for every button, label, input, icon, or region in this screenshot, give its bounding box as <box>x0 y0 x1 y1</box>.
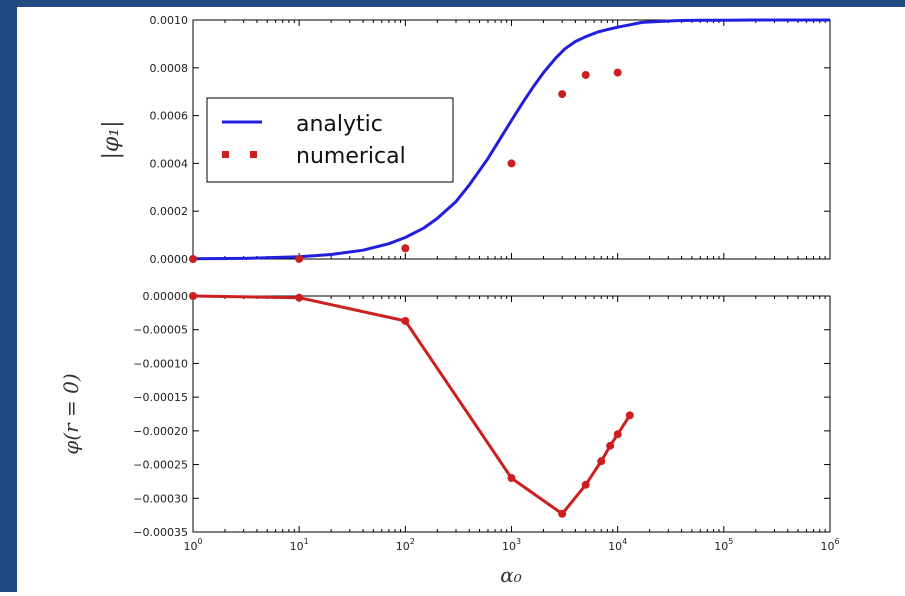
y-tick-label: 0.00000 <box>143 290 189 303</box>
y-tick-label: −0.00025 <box>133 459 188 472</box>
phi-r0-point <box>558 509 567 518</box>
y-tick-label: −0.00030 <box>133 492 188 505</box>
y-tick-label: 0.0002 <box>150 205 189 218</box>
top-y-tick-labels: 0.0000 0.0002 0.0004 0.0006 0.0008 0.0010 <box>150 14 189 266</box>
legend: analytic numerical <box>206 97 454 183</box>
phi-r0-point <box>507 474 516 483</box>
phi-r0-point <box>606 441 615 450</box>
x-tick-label: 102 <box>396 537 415 553</box>
x-tick-label: 104 <box>608 537 627 553</box>
top-panel-phi1: 0.0000 0.0002 0.0004 0.0006 0.0008 0.0010 |φ₁… <box>99 14 831 266</box>
top-series <box>189 18 830 263</box>
x-tick-label: 101 <box>290 537 309 553</box>
y-tick-label: 0.0006 <box>150 110 189 123</box>
numerical-point <box>613 68 622 77</box>
y-tick-label: 0.0000 <box>150 253 189 266</box>
y-tick-label: 0.0004 <box>150 157 189 170</box>
numerical-point <box>558 90 567 99</box>
top-y-axis-label: |φ₁| <box>99 120 124 159</box>
bottom-series <box>189 292 634 518</box>
frame-top-border <box>0 0 905 7</box>
legend-analytic-label: analytic <box>296 112 383 137</box>
legend-numerical-label: numerical <box>296 144 406 169</box>
phi-r0-point <box>581 480 590 489</box>
x-tick-label: 100 <box>183 537 202 553</box>
frame-left-border <box>0 0 17 592</box>
numerical-point <box>189 255 197 263</box>
phi-r0-line <box>192 294 632 516</box>
y-tick-label: 0.0010 <box>150 14 189 27</box>
numerical-point <box>507 159 516 168</box>
x-tick-label: 105 <box>714 537 733 553</box>
analytic-line <box>192 18 830 261</box>
legend-box <box>206 97 454 183</box>
phi-r0-point <box>295 293 304 302</box>
x-tick-label: 103 <box>502 537 521 553</box>
legend-numerical-marker <box>250 151 257 158</box>
y-tick-label: −0.00010 <box>133 357 188 370</box>
bottom-x-tick-labels: 100 101 102 103 104 105 106 <box>183 537 839 553</box>
legend-numerical-marker <box>222 151 229 158</box>
bottom-panel-phi-r0: 0.00000 −0.00005 −0.00010 −0.00015 −0.00020 −… <box>59 290 840 587</box>
y-tick-label: 0.0008 <box>150 62 189 75</box>
bottom-y-axis-label: φ(r = 0) <box>59 373 83 454</box>
phi-r0-point <box>189 292 197 300</box>
y-tick-label: −0.00035 <box>133 526 188 539</box>
numerical-point <box>581 70 590 79</box>
bottom-y-tick-labels: 0.00000 −0.00005 −0.00010 −0.00015 −0.00020 −… <box>133 290 188 539</box>
y-tick-label: −0.00020 <box>133 425 188 438</box>
numerical-point <box>295 254 304 263</box>
y-tick-label: −0.00005 <box>133 324 188 337</box>
bottom-axes-ticks <box>192 295 831 533</box>
phi-r0-point <box>625 411 634 420</box>
phi-r0-point <box>401 316 410 325</box>
x-axis-label: α₀ <box>500 563 522 587</box>
phi-r0-point <box>613 430 622 439</box>
numerical-point <box>401 244 410 253</box>
x-tick-label: 106 <box>820 537 839 553</box>
phi-r0-point <box>597 457 606 466</box>
bottom-axes-box <box>192 295 831 533</box>
y-tick-label: −0.00015 <box>133 391 188 404</box>
